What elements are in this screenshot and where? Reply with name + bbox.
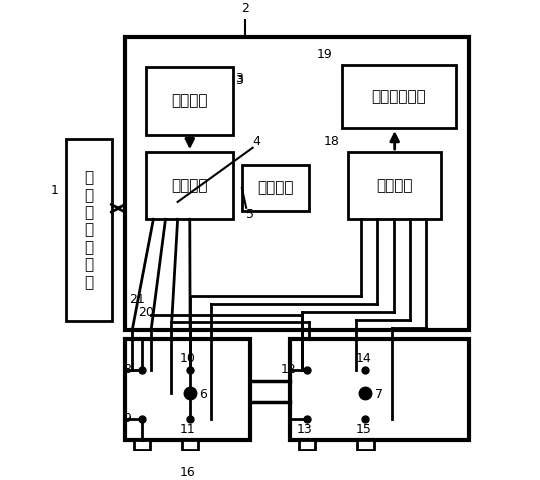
Text: 3: 3: [235, 74, 243, 87]
Text: 1: 1: [51, 183, 58, 196]
Text: 8: 8: [123, 363, 131, 376]
Text: 12: 12: [280, 363, 296, 376]
Text: 9: 9: [123, 412, 131, 425]
Bar: [357, 441, 374, 450]
Text: 13: 13: [297, 423, 313, 436]
Text: 5: 5: [246, 208, 254, 221]
Text: 11: 11: [180, 423, 195, 436]
Text: 相关运算单元: 相关运算单元: [372, 89, 427, 104]
Bar: [299, 441, 315, 450]
Bar: [289, 338, 469, 441]
Bar: [181, 441, 198, 450]
Text: 6: 6: [199, 388, 207, 401]
Text: 电源单元: 电源单元: [172, 94, 208, 108]
Bar: [242, 165, 309, 211]
Text: 18: 18: [323, 135, 339, 148]
Bar: [146, 152, 233, 219]
Text: 4: 4: [253, 135, 260, 148]
Text: 控
制
与
存
储
单
元: 控 制 与 存 储 单 元: [84, 170, 93, 290]
Text: 光源单元: 光源单元: [172, 178, 208, 193]
Text: 7: 7: [375, 388, 383, 401]
Bar: [134, 441, 150, 450]
Text: 19: 19: [317, 48, 333, 61]
Text: 监测单元: 监测单元: [257, 180, 294, 195]
Bar: [342, 65, 456, 128]
Bar: [348, 152, 441, 219]
Bar: [125, 37, 469, 330]
Text: 2: 2: [241, 2, 249, 15]
Text: 16: 16: [180, 467, 195, 480]
Text: 3: 3: [235, 72, 243, 85]
Text: 10: 10: [180, 352, 195, 365]
Text: 20: 20: [138, 306, 153, 319]
Bar: [125, 338, 251, 441]
Bar: [66, 139, 112, 321]
Text: 采集单元: 采集单元: [376, 178, 413, 193]
Text: 21: 21: [129, 293, 145, 306]
Bar: [146, 68, 233, 135]
Text: 15: 15: [355, 423, 371, 436]
Text: 14: 14: [355, 352, 371, 365]
